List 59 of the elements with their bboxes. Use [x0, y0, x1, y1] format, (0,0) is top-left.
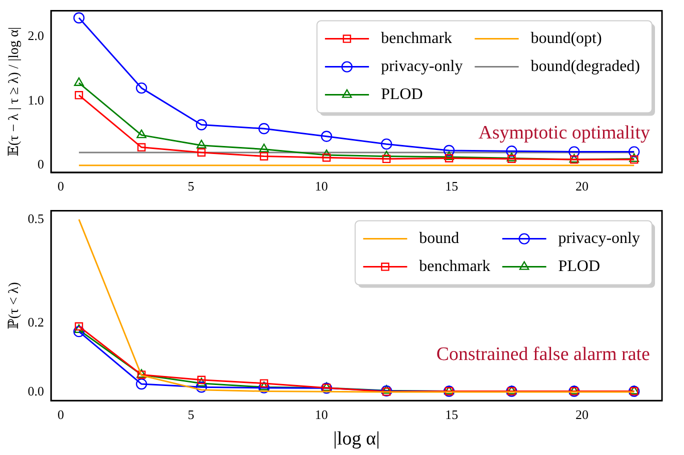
point	[320, 130, 332, 142]
point	[259, 382, 269, 390]
point	[196, 140, 206, 148]
legend-label: privacy-only	[558, 230, 640, 248]
x-tick-label: 10	[314, 406, 328, 422]
point	[259, 144, 269, 152]
legend-label: benchmark	[380, 30, 452, 48]
y-axis-title: ℙ(τ < λ)	[7, 282, 22, 330]
point	[568, 146, 580, 158]
point	[322, 153, 331, 162]
point	[196, 382, 208, 393]
point	[258, 123, 270, 134]
point	[73, 12, 85, 24]
legend-label: privacy-only	[380, 58, 463, 76]
x-tick-label: 20	[575, 178, 588, 194]
point	[73, 326, 85, 338]
y-tick-label: 0.2	[28, 314, 44, 330]
x-tick-label: 5	[188, 406, 194, 422]
y-axis-title: 𝔼(τ − λ | τ ≥ λ) / |log α|	[7, 26, 22, 156]
point	[74, 77, 84, 86]
x-axis-title: |log α|	[333, 428, 380, 450]
x-tick-label: 15	[445, 406, 458, 422]
point	[260, 379, 268, 388]
point	[137, 143, 146, 152]
point	[136, 129, 146, 138]
annotation: Asymptotic optimality	[478, 122, 650, 144]
y-tick-label: 0.5	[28, 210, 44, 226]
y-tick-label: 2.0	[28, 28, 44, 43]
point	[507, 154, 516, 164]
x-tick-label: 15	[445, 178, 458, 194]
point	[136, 82, 148, 94]
legend-label: PLOD	[558, 258, 600, 276]
point	[630, 155, 638, 164]
point	[380, 138, 392, 150]
annotation: Constrained false alarm rate	[436, 344, 650, 366]
point	[258, 382, 270, 394]
legend-label: PLOD	[380, 86, 423, 104]
legend-label: benchmark	[419, 258, 490, 276]
point	[260, 152, 268, 160]
x-tick-label: 5	[188, 178, 194, 194]
y-tick-label: 0	[38, 156, 44, 172]
legend-label: bound(degraded)	[530, 58, 640, 76]
point	[382, 154, 391, 164]
x-tick-label: 10	[314, 178, 328, 194]
point	[136, 378, 148, 390]
x-tick-label: 0	[57, 178, 64, 194]
point	[196, 119, 208, 130]
x-tick-label: 0	[57, 406, 64, 422]
point	[74, 91, 84, 100]
legend-label: bound(opt)	[530, 30, 602, 48]
point	[443, 144, 455, 156]
legend-label: bound	[419, 230, 460, 248]
y-tick-label: 1.0	[28, 92, 44, 108]
point	[444, 154, 454, 162]
point	[628, 146, 640, 158]
x-tick-label: 20	[575, 406, 588, 422]
y-tick-label: 0.0	[28, 383, 44, 398]
point	[506, 146, 518, 157]
point	[197, 148, 206, 157]
